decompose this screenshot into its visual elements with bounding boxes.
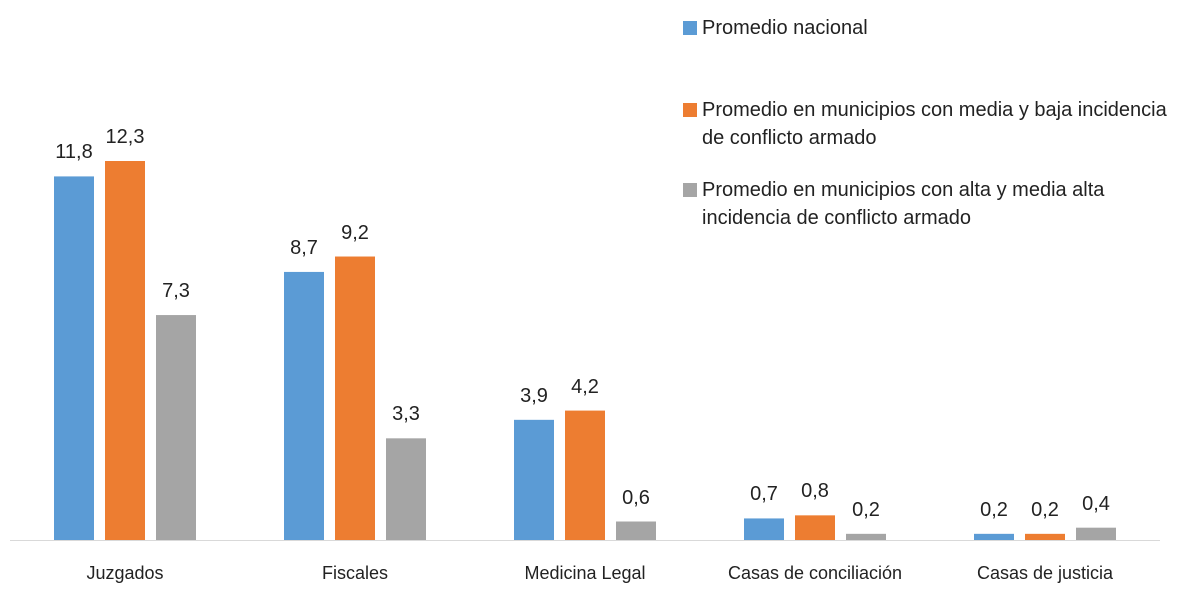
data-label: 12,3 (105, 126, 145, 148)
data-label: 0,2 (852, 498, 880, 521)
legend-label: Promedio en municipios con media y baja … (702, 99, 1167, 149)
legend-label: Promedio en municipios con alta y media … (702, 179, 1105, 229)
bar (335, 256, 375, 540)
bar (565, 410, 605, 540)
legend-swatch (683, 183, 697, 197)
bar (795, 515, 835, 540)
data-label: 11,8 (55, 141, 93, 164)
legend-label: Promedio nacional (702, 17, 868, 39)
data-label: 3,9 (520, 384, 548, 407)
bar (514, 419, 554, 540)
data-label: 0,7 (750, 483, 778, 506)
x-tick-label: Casas de conciliación (727, 563, 903, 583)
data-label: 3,3 (392, 403, 420, 426)
bar (156, 315, 196, 540)
x-tick-label: Casas de justicia (976, 563, 1114, 583)
data-label: 4,2 (571, 375, 599, 398)
bar (386, 438, 426, 540)
bar (974, 533, 1014, 540)
bar (105, 161, 145, 540)
data-label: 8,7 (290, 236, 318, 259)
legend-swatch (683, 103, 697, 117)
bar (744, 518, 784, 540)
x-tick-label: Medicina Legal (524, 563, 646, 583)
bar (616, 521, 656, 540)
data-label: 0,2 (980, 498, 1008, 521)
data-label: 0,6 (622, 486, 650, 509)
data-label: 0,2 (1031, 498, 1059, 521)
data-label: 0,8 (801, 480, 829, 503)
bar (1076, 527, 1116, 540)
data-label: 7,3 (162, 280, 190, 303)
x-tick-label: Fiscales (321, 563, 388, 583)
bar (846, 533, 886, 540)
data-label: 0,4 (1082, 492, 1110, 515)
bar (1025, 533, 1065, 540)
x-tick-label: Juzgados (86, 563, 164, 583)
legend-swatch (683, 21, 697, 35)
bar (284, 271, 324, 540)
bar (54, 176, 94, 541)
data-label: 9,2 (341, 221, 369, 244)
